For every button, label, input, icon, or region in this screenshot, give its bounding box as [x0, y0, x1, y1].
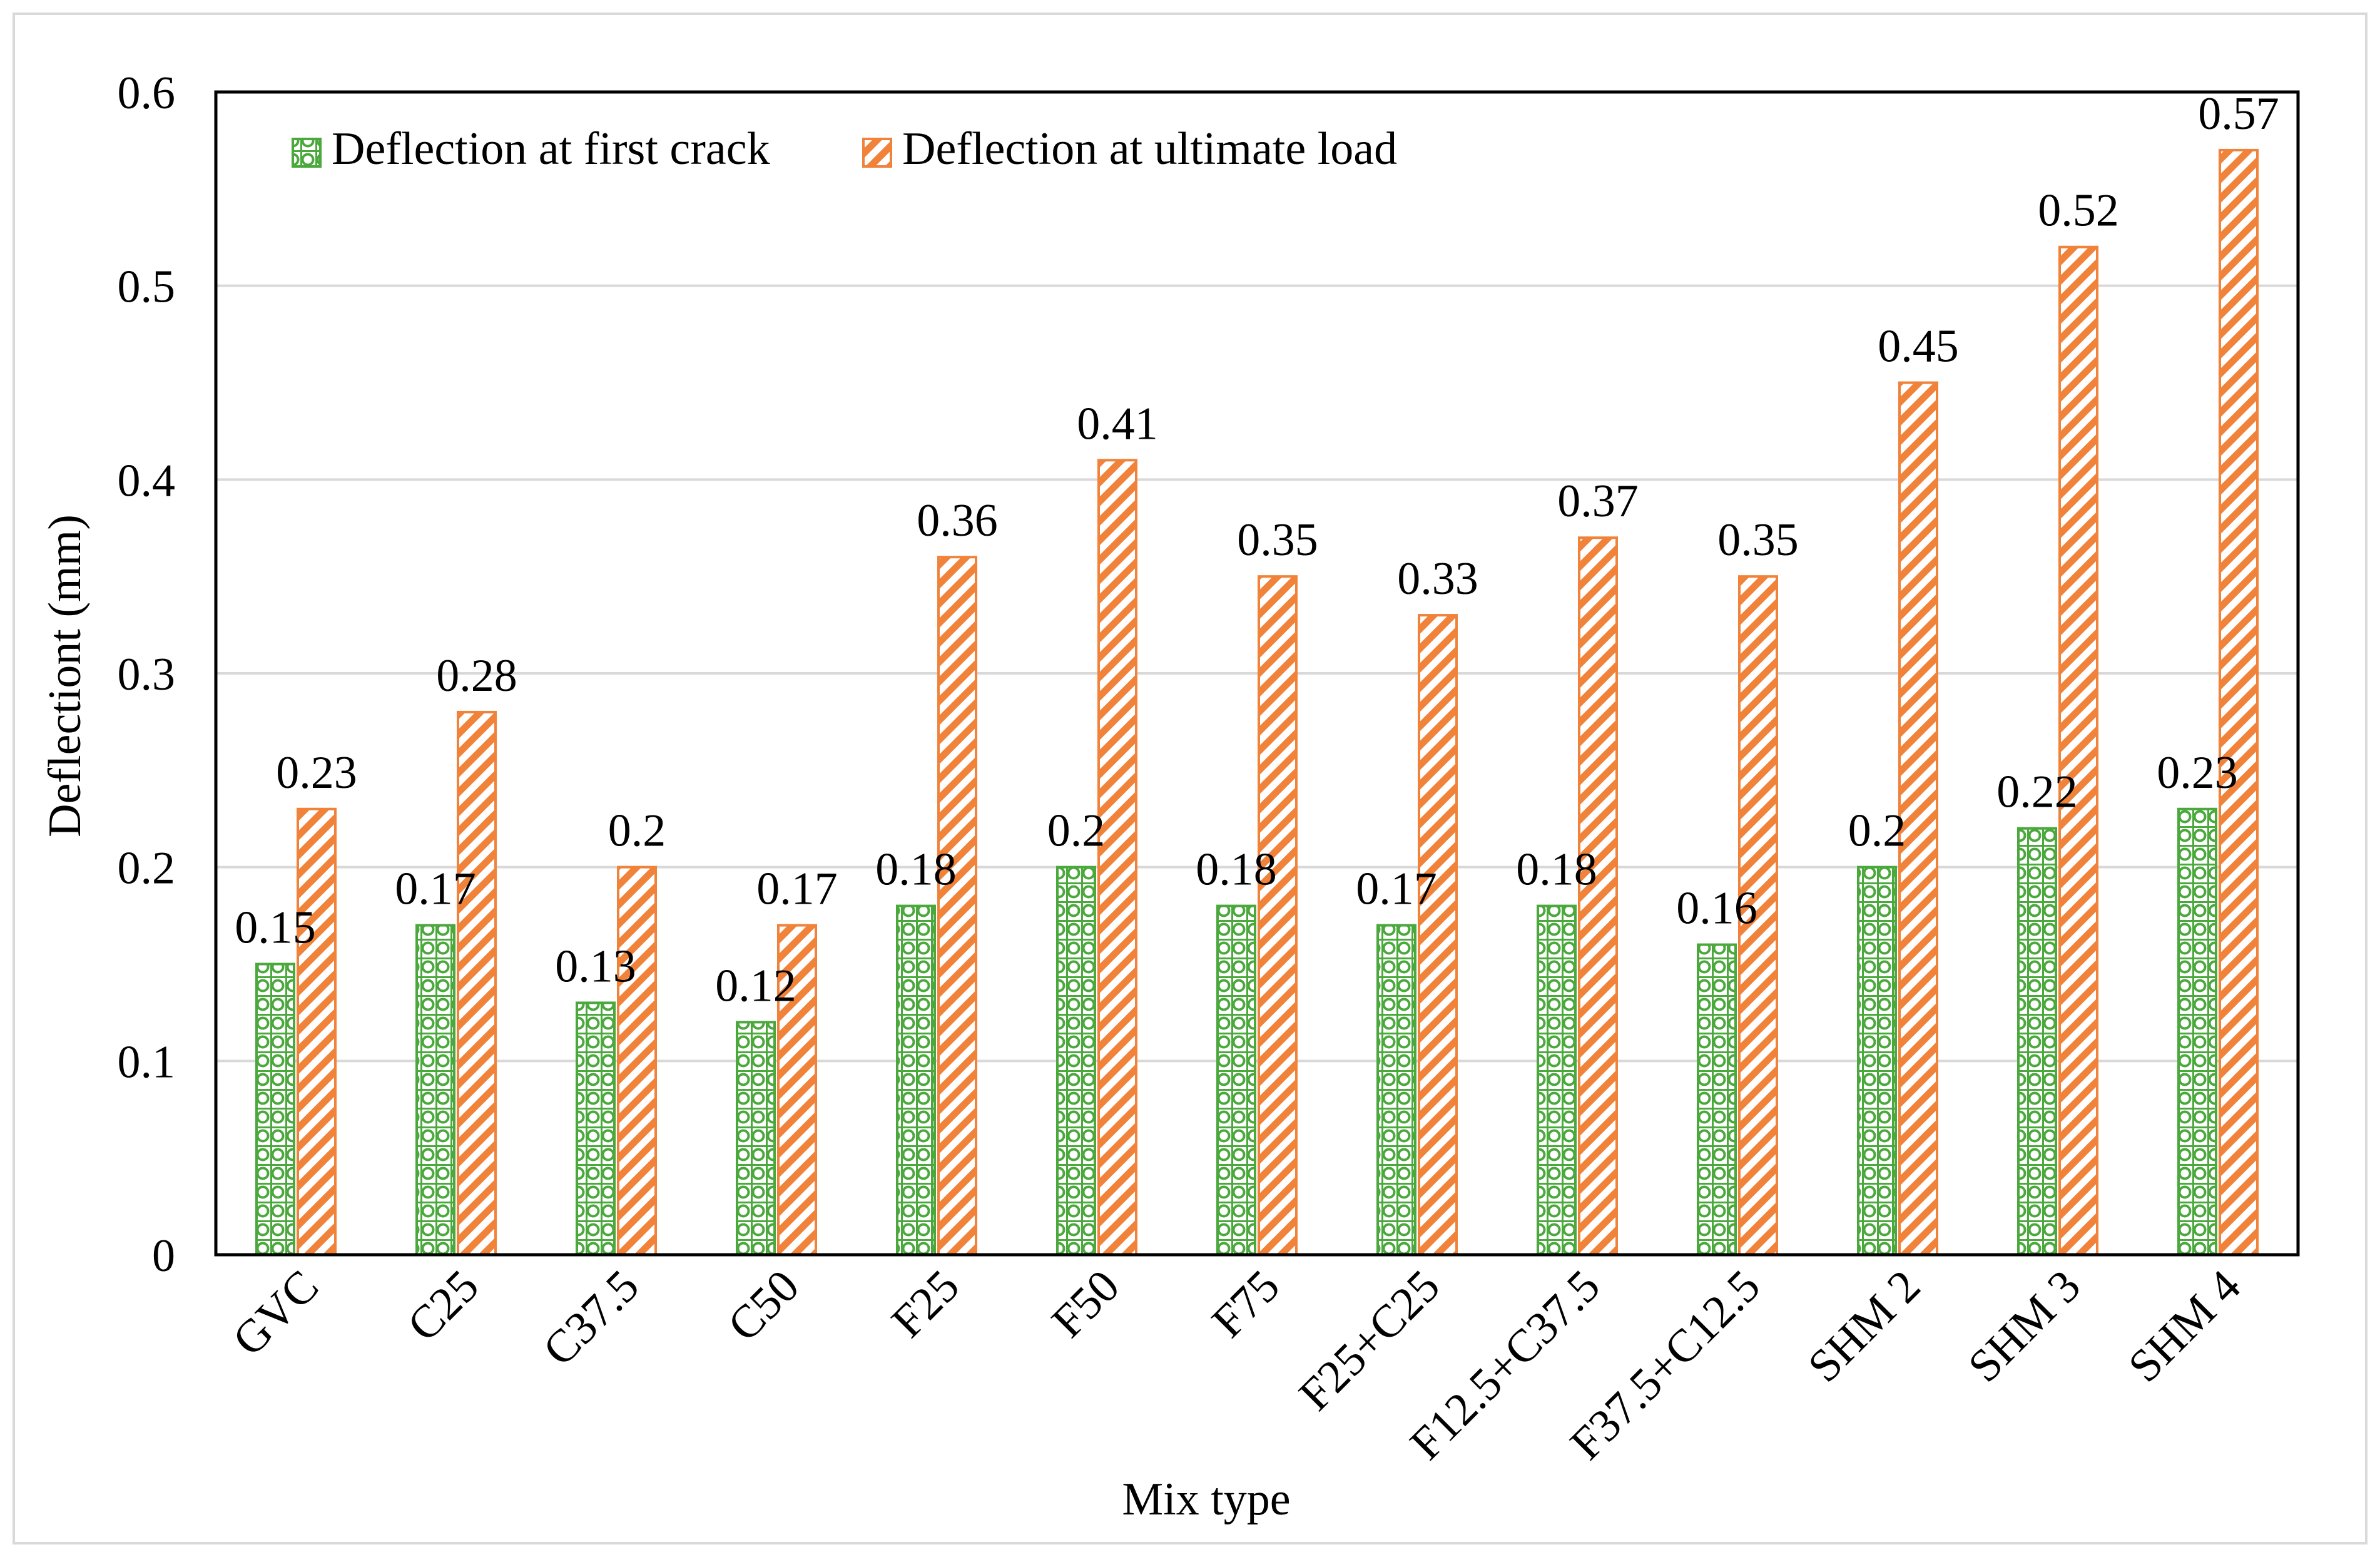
bar-ultimate-load [1418, 614, 1458, 1256]
data-label-first-crack: 0.16 [1676, 883, 1757, 934]
bar-first-crack [1697, 943, 1737, 1256]
data-label-first-crack: 0.18 [1516, 844, 1597, 896]
x-tick-label: SHM 4 [2118, 1260, 2250, 1392]
data-label-ultimate-load: 0.35 [1717, 514, 1799, 566]
data-label-first-crack: 0.22 [1996, 767, 2078, 818]
bar-first-crack [1537, 904, 1577, 1256]
data-label-first-crack: 0.2 [1047, 805, 1106, 857]
y-tick-label: 0.2 [118, 843, 176, 894]
bar-ultimate-load [1738, 575, 1778, 1257]
bar-ultimate-load [1258, 575, 1298, 1257]
data-label-ultimate-load: 0.57 [2198, 88, 2279, 140]
bar-first-crack [1216, 904, 1256, 1256]
data-label-first-crack: 0.12 [715, 960, 796, 1011]
x-tick-label: F50 [1042, 1260, 1129, 1347]
y-tick-label: 0.1 [118, 1036, 176, 1088]
bar-first-crack [2177, 807, 2217, 1257]
legend-swatch-ultimate-load [862, 138, 892, 168]
bar-first-crack [896, 904, 936, 1256]
bar-ultimate-load [777, 924, 817, 1256]
bar-ultimate-load [297, 807, 337, 1257]
data-label-ultimate-load: 0.45 [1878, 321, 1959, 372]
data-label-ultimate-load: 0.28 [436, 650, 517, 702]
data-label-first-crack: 0.23 [2157, 747, 2238, 799]
bar-ultimate-load [2058, 245, 2098, 1257]
data-label-first-crack: 0.15 [235, 902, 316, 954]
plot-area [214, 90, 2300, 1257]
legend: Deflection at first crack Deflection at … [292, 123, 1397, 175]
gridlines [216, 284, 2298, 1063]
x-tick-label: C50 [718, 1260, 809, 1351]
data-label-ultimate-load: 0.52 [2038, 185, 2119, 237]
y-tick-label: 0.5 [118, 262, 176, 313]
bar-first-crack [736, 1021, 776, 1257]
legend-label-ultimate-load: Deflection at ultimate load [902, 123, 1397, 175]
y-tick-label: 0.6 [118, 68, 176, 119]
y-tick-label: 0.4 [118, 455, 176, 506]
data-label-first-crack: 0.18 [1196, 844, 1277, 896]
x-tick-label: C37.5 [534, 1260, 649, 1376]
bar-ultimate-load [1578, 536, 1618, 1257]
bar-ultimate-load [2219, 148, 2259, 1256]
bar-first-crack [2017, 827, 2057, 1256]
bar-first-crack [1376, 924, 1416, 1256]
data-label-first-crack: 0.13 [555, 941, 636, 992]
bar-first-crack [415, 924, 455, 1256]
x-tick-label: SHM 2 [1798, 1260, 1930, 1392]
x-axis-ticks: GVC C25 C37.5 C50 F25 F50 F75 F25+C25F12.5+C37.… [223, 1260, 2250, 1470]
data-label-ultimate-load: 0.41 [1077, 398, 1158, 449]
data-label-ultimate-load: 0.37 [1557, 476, 1639, 527]
x-tick-label: F25+C25 [1289, 1260, 1450, 1421]
data-label-ultimate-load: 0.2 [608, 805, 666, 857]
data-label-first-crack: 0.17 [1356, 864, 1437, 915]
data-label-ultimate-load: 0.17 [756, 864, 838, 915]
data-label-first-crack: 0.2 [1848, 805, 1906, 857]
bar-first-crack [576, 1001, 616, 1257]
data-label-first-crack: 0.18 [875, 844, 957, 896]
y-axis-ticks: 0 0.1 0.2 0.3 0.4 0.5 0.6 [118, 68, 176, 1282]
bar-first-crack [255, 962, 295, 1256]
bar-ultimate-load [1097, 459, 1137, 1256]
bar-ultimate-load [457, 710, 497, 1256]
figure-border [13, 13, 2367, 1544]
data-labels: 0.15 0.23 0.17 0.28 0.13 0.2 0.12 0.17 0.18 0.36 0… [235, 88, 2279, 1012]
bar-ultimate-load [1898, 381, 1938, 1256]
bar-ultimate-load [937, 556, 977, 1257]
y-tick-label: 0.3 [118, 649, 176, 700]
data-label-ultimate-load: 0.33 [1397, 553, 1478, 605]
x-tick-label: GVC [223, 1260, 328, 1366]
bars [255, 148, 2259, 1257]
data-label-first-crack: 0.17 [395, 864, 476, 915]
y-tick-label: 0 [152, 1230, 175, 1282]
x-tick-label: F75 [1203, 1260, 1289, 1347]
x-axis-title: Mix type [1122, 1474, 1290, 1525]
bar-first-crack [1857, 865, 1897, 1256]
bar-ultimate-load [617, 865, 657, 1256]
x-tick-label: C25 [398, 1260, 489, 1351]
data-label-ultimate-load: 0.36 [917, 495, 998, 546]
x-tick-label: SHM 3 [1958, 1260, 2090, 1392]
bar-first-crack [1056, 865, 1096, 1256]
legend-swatch-first-crack [292, 138, 322, 168]
data-label-ultimate-load: 0.35 [1237, 514, 1318, 566]
x-tick-label: F25 [882, 1260, 969, 1347]
legend-label-first-crack: Deflection at first crack [332, 123, 770, 175]
y-axis-title: Deflectiont (mm) [39, 514, 91, 837]
data-label-ultimate-load: 0.23 [276, 747, 357, 799]
